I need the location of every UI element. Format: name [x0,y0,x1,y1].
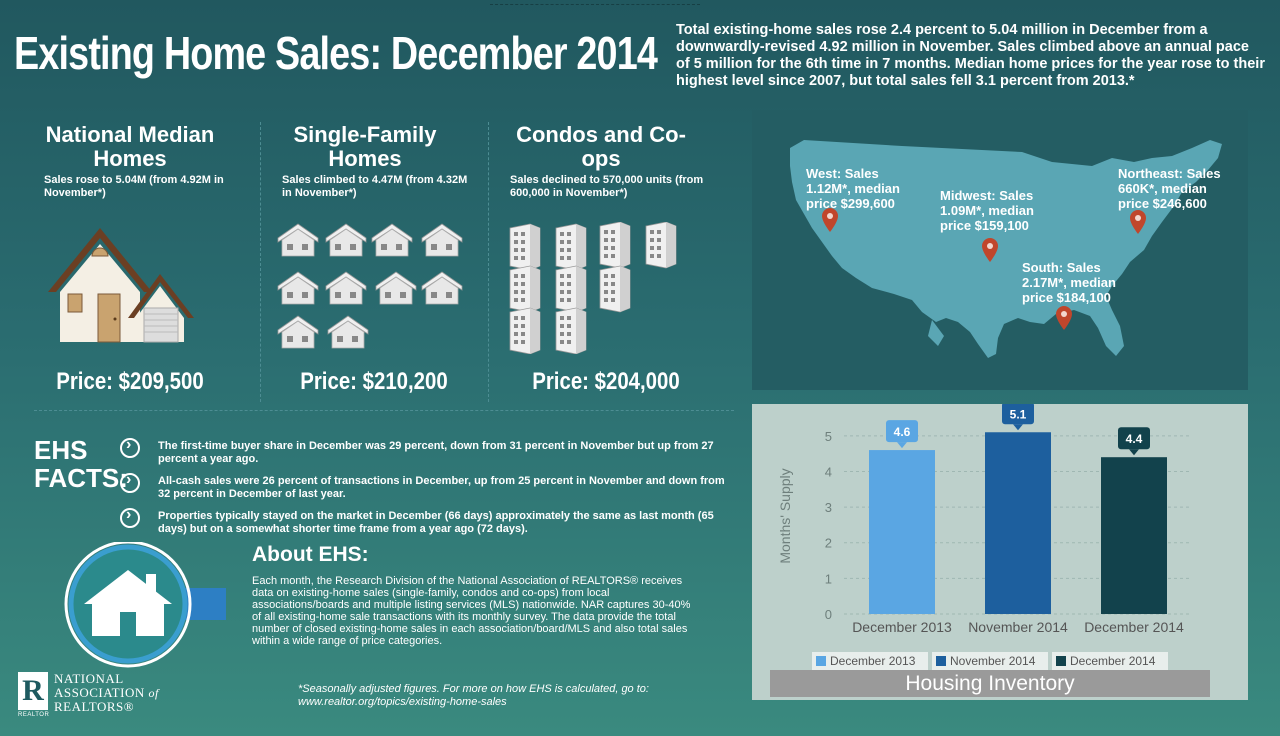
bar [1101,457,1167,614]
facts-heading-line1: EHS [34,435,88,465]
column-divider [260,122,261,402]
page-title: Existing Home Sales: December 2014 [14,27,658,79]
logo-line-2: ASSOCIATION [54,685,145,700]
data-label-bubble [886,420,918,443]
col-national-subtitle: Sales rose to 5.04M (from 4.92M in Novem… [44,174,224,199]
inventory-chart-panel: 0 1 2 3 4 5 Months' Supply 4.6 December 2013 5.1 N… [752,402,1248,700]
col-national-title: National Median Homes [45,122,215,171]
col-single-family-title: Single-Family Homes [293,122,437,171]
legend-swatch [936,656,946,666]
logo-line-3: REALTORS® [54,699,135,714]
regional-map-panel: West: Sales 1.12M*, median price $299,60… [752,110,1248,390]
data-label: 4.4 [1126,432,1143,446]
map-pin-icon [822,208,838,232]
map-pin-icon [1130,210,1146,234]
x-tick-label: December 2013 [852,619,952,635]
region-west-label: West: Sales 1.12M*, median price $299,60… [806,166,900,211]
y-axis-label: Months' Supply [777,468,793,563]
map-pin-icon [1056,306,1072,330]
about-text: Each month, the Research Division of the… [252,575,691,647]
y-tick-label: 1 [825,571,832,586]
region-south-label: South: Sales 2.17M*, median price $184,1… [1022,260,1116,305]
fact-text: The first-time buyer share in December w… [158,440,714,465]
fact-text: Properties typically stayed on the marke… [158,510,714,535]
chevron-right-icon [120,436,140,458]
col-condos-subtitle: Sales declined to 570,000 units (from 60… [510,174,704,199]
chevron-right-icon [120,471,140,493]
col-national-price: Price: $209,500 [56,368,204,395]
data-label-pointer [897,442,907,449]
chevron-right-icon [120,506,140,528]
col-single-family-price: Price: $210,200 [300,368,448,395]
region-northeast-label: Northeast: Sales 660K*, median price $24… [1118,166,1221,211]
legend-swatch [1056,656,1066,666]
region-midwest-label: Midwest: Sales 1.09M*, median price $159… [940,188,1034,233]
section-divider [34,410,734,411]
x-tick-label: November 2014 [968,619,1068,635]
map-pin-icon [982,238,998,262]
legend-label: November 2014 [950,654,1036,668]
bar [985,432,1051,614]
intro-text: Total existing-home sales rose 2.4 perce… [676,22,1265,89]
data-label-bubble [1002,402,1034,425]
data-label-pointer [1013,424,1023,431]
about-title: About EHS: [252,543,369,566]
legend-swatch [816,656,826,666]
house-illustration [48,228,194,343]
data-label: 4.6 [894,425,911,439]
inventory-bar-chart: 0 1 2 3 4 5 Months' Supply 4.6 December 2013 5.1 N… [777,402,1192,670]
fact-text: All-cash sales were 26 percent of transa… [158,475,725,500]
data-label-pointer [1129,449,1139,456]
realtor-small-text: REALTOR [18,712,50,718]
y-tick-label: 5 [825,429,832,444]
facts-heading-line2: FACTS: [34,463,128,493]
legend-item-bg [1052,652,1168,670]
footnote: *Seasonally adjusted figures. For more o… [298,683,649,708]
y-tick-label: 4 [825,464,832,479]
small-houses-icon-grid [277,223,463,349]
column-divider [488,122,489,402]
y-tick-label: 3 [825,500,832,515]
legend-item-bg [932,652,1048,670]
data-label: 5.1 [1010,407,1027,421]
chart-title: Housing Inventory [770,670,1210,697]
col-condos-price: Price: $204,000 [532,368,680,395]
us-map [790,140,1222,358]
facts-heading: EHS FACTS: [34,436,128,492]
realtor-r-logo: R [18,672,48,710]
legend-label: December 2013 [830,654,916,668]
top-divider [490,4,700,5]
data-label-bubble [1118,427,1150,450]
buildings-icon-grid [509,222,677,354]
col-condos-title: Condos and Co-ops [516,122,686,171]
legend-item-bg [812,652,928,670]
y-tick-label: 2 [825,536,832,551]
col-single-family-subtitle: Sales climbed to 4.47M (from 4.32M in No… [282,174,468,199]
logo-line-2b: of [148,686,159,700]
home-circle-icon [64,542,226,668]
legend-label: December 2014 [1070,654,1156,668]
logo-line-1: NATIONAL [54,671,124,686]
bar [869,450,935,614]
y-tick-label: 0 [825,607,832,622]
x-tick-label: December 2014 [1084,619,1184,635]
